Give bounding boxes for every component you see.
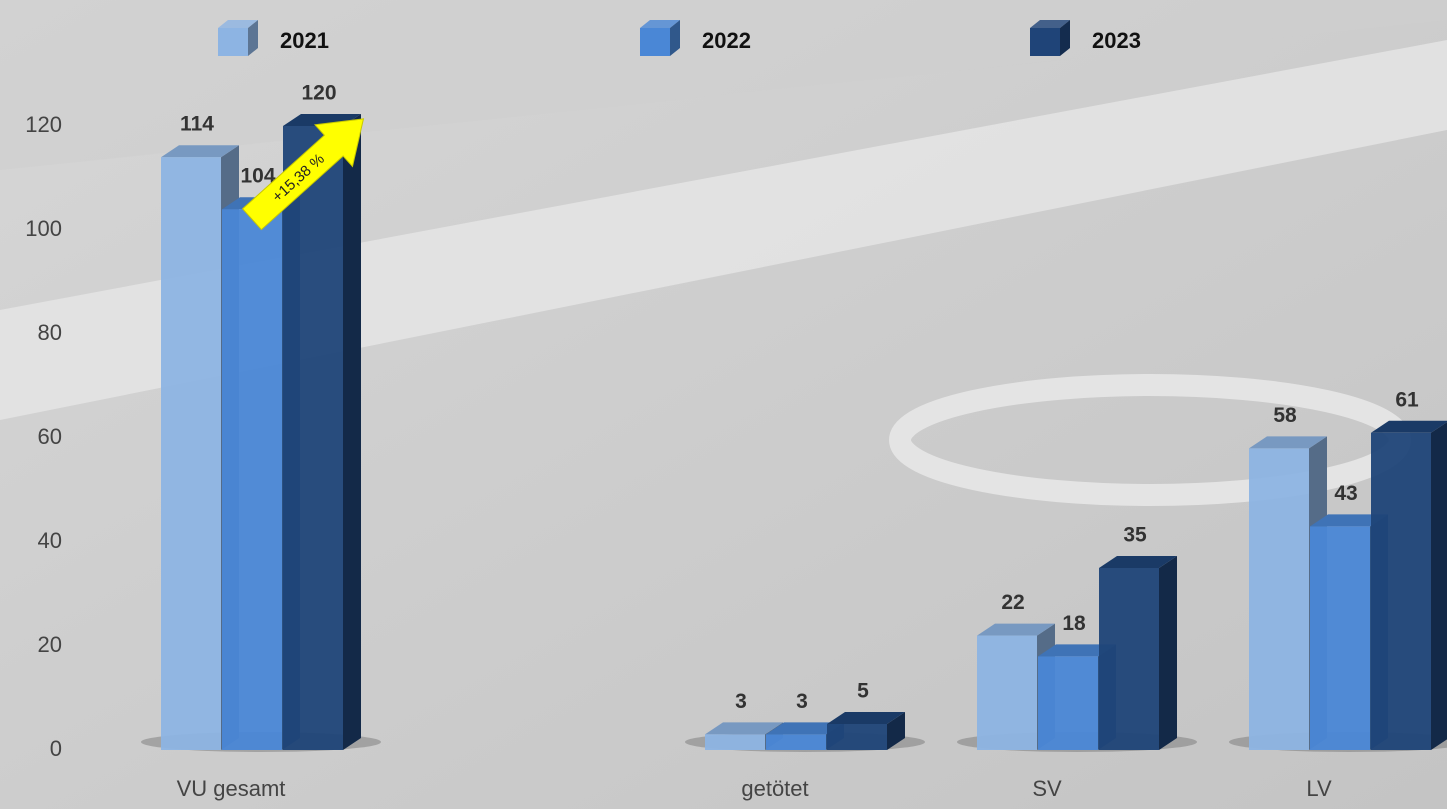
bar-top (977, 623, 1055, 636)
bar-side (1159, 556, 1177, 750)
value-label: 43 (1334, 482, 1357, 505)
bar-side (887, 712, 905, 750)
y-tick-label: 40 (38, 528, 62, 553)
legend-label: 2021 (280, 28, 329, 53)
bar-top (766, 722, 844, 735)
bar-side (343, 114, 361, 750)
value-label: 3 (735, 690, 747, 713)
y-tick-label: 120 (25, 112, 62, 137)
y-tick-label: 0 (50, 736, 62, 761)
bar-top (1310, 514, 1388, 527)
bar-top (1371, 420, 1447, 433)
y-tick-label: 80 (38, 320, 62, 345)
road-stripe (0, 40, 1447, 420)
bar (1099, 568, 1159, 750)
bar-side (1431, 422, 1447, 750)
bar (283, 126, 343, 750)
value-label: 114 (180, 113, 214, 136)
x-tick-label: SV (1032, 776, 1062, 801)
legend-swatch (218, 28, 248, 56)
bar-top (705, 722, 783, 735)
legend-swatch-side (670, 20, 680, 56)
bar-group (283, 114, 361, 750)
bar-top (1038, 644, 1116, 657)
bar (1310, 526, 1370, 750)
value-label: 3 (796, 690, 808, 713)
bar (222, 209, 282, 750)
legend-label: 2022 (702, 28, 751, 53)
bar-top (1099, 556, 1177, 568)
x-tick-label: getötet (741, 776, 808, 801)
value-label: 61 (1395, 388, 1419, 411)
arrow-shape (241, 118, 365, 231)
legend-swatch-top (1030, 20, 1070, 28)
bar (161, 157, 221, 750)
bar (705, 734, 765, 750)
value-label: 35 (1123, 524, 1147, 547)
legend-swatch-side (248, 20, 258, 56)
value-label: 58 (1273, 404, 1297, 427)
x-tick-label: VU gesamt (177, 776, 286, 801)
legend-label: 2023 (1092, 28, 1141, 53)
legend-swatch-top (218, 20, 258, 28)
value-label: 22 (1001, 591, 1024, 614)
y-tick-label: 20 (38, 632, 62, 657)
bar (1249, 448, 1309, 750)
value-label: 104 (240, 165, 275, 188)
legend-swatch (640, 28, 670, 56)
bar-top (161, 145, 239, 158)
bar-group (1249, 436, 1327, 750)
bar-group (1371, 420, 1447, 750)
bar (1038, 656, 1098, 750)
legend-swatch (1030, 28, 1060, 56)
bar-top (827, 712, 905, 724)
x-tick-label: LV (1306, 776, 1332, 801)
value-label: 18 (1062, 612, 1086, 635)
bar (977, 635, 1037, 750)
bar (827, 724, 887, 750)
bar-top (1249, 436, 1327, 449)
value-label: 5 (857, 680, 869, 703)
y-tick-label: 60 (38, 424, 62, 449)
bar (1371, 432, 1431, 750)
y-tick-label: 100 (25, 216, 62, 241)
value-label: 120 (301, 82, 336, 105)
bar-group (1099, 556, 1177, 750)
bar (766, 734, 826, 750)
legend-swatch-side (1060, 20, 1070, 56)
bar-group (827, 712, 905, 750)
legend-swatch-top (640, 20, 680, 28)
